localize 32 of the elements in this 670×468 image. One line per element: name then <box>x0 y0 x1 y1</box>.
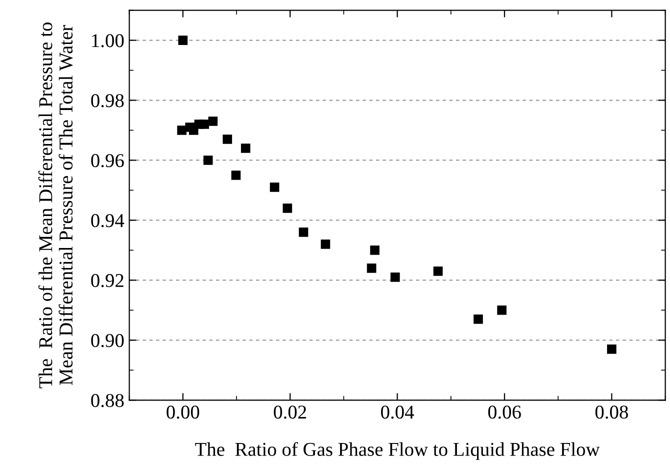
x-tick-label: 0.08 <box>595 406 628 419</box>
y-tick-label: 0.90 <box>91 334 124 348</box>
point <box>240 144 250 153</box>
x-tick-label: 0.04 <box>381 406 414 419</box>
point <box>370 246 380 255</box>
point <box>474 314 483 324</box>
point <box>607 344 616 354</box>
point <box>203 156 213 165</box>
x-tick-label: 0.00 <box>166 406 200 419</box>
point <box>497 306 506 315</box>
point <box>200 120 210 129</box>
point <box>390 272 400 282</box>
y-tick-label: 0.94 <box>91 214 124 228</box>
point <box>270 182 280 192</box>
x-axis-title: The Ratio of Gas Phase Flow to Liquid Phase Flow <box>195 442 600 460</box>
point <box>282 204 292 213</box>
point <box>208 116 218 126</box>
y-axis-title: The Ratio of the Mean Differential Pressure to Mean Differential Pressure of The Total Water <box>38 22 73 388</box>
y-tick-label: 0.98 <box>91 94 124 108</box>
point <box>433 266 443 276</box>
point <box>222 134 232 144</box>
point <box>178 36 188 45</box>
point <box>298 228 308 237</box>
y-tick-label: 0.88 <box>91 394 124 408</box>
x-tick-label: 0.06 <box>488 406 521 419</box>
point <box>231 170 241 180</box>
point <box>320 240 330 249</box>
y-tick-label: 0.92 <box>91 274 124 288</box>
y-tick-label: 1.00 <box>92 34 124 48</box>
x-tick-label: 0.02 <box>274 406 306 419</box>
point <box>366 264 376 273</box>
y-tick-label: 0.96 <box>91 154 124 168</box>
